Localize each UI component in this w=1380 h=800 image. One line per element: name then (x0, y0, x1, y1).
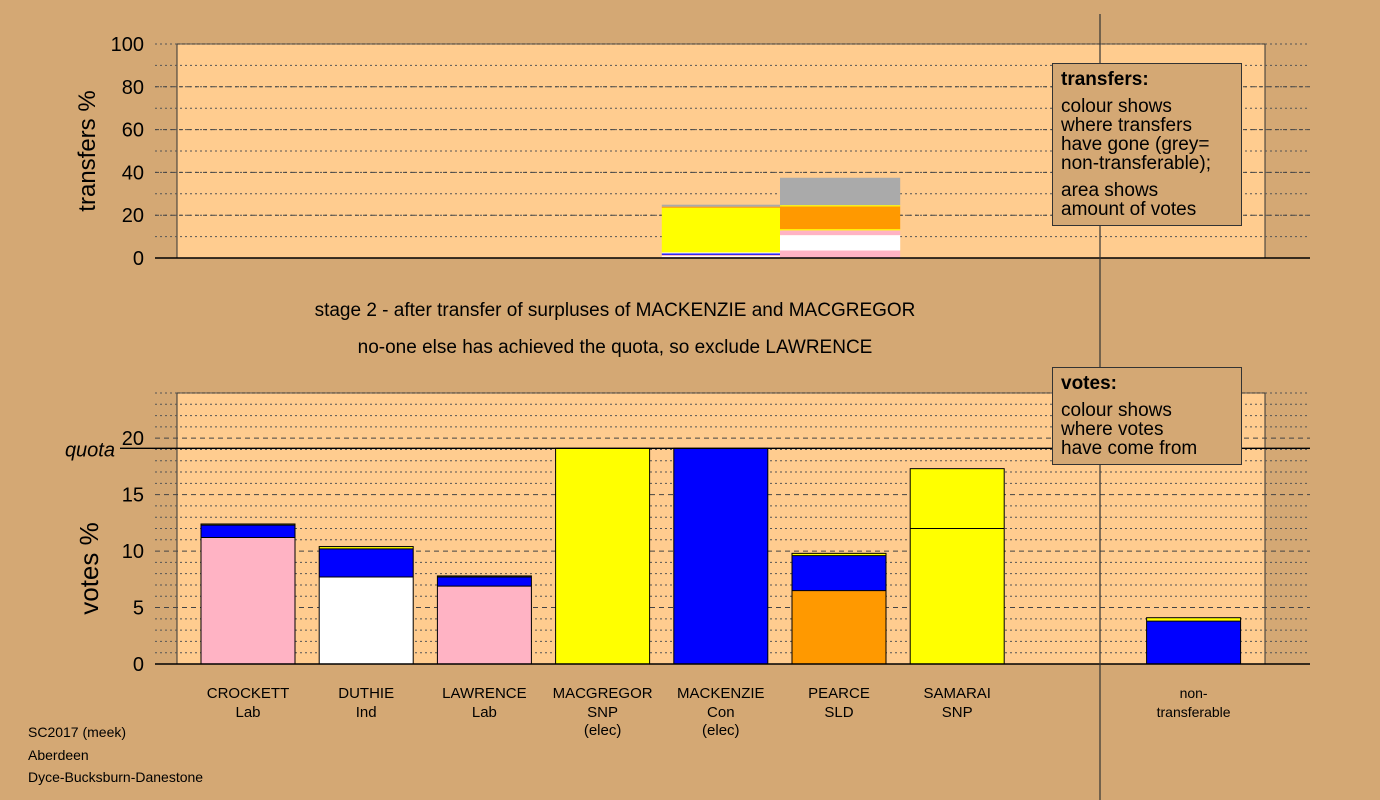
transfers-segment-macgregor-snp (661, 207, 782, 253)
transfers-legend-line: where transfers (1061, 115, 1192, 136)
votes-y-tick-label: 5 (133, 598, 144, 620)
transfers-legend-line: amount of votes (1061, 199, 1197, 220)
vote-segment-8-1-snp (1146, 617, 1241, 622)
candidate-party-label: Lab (472, 704, 497, 721)
transfers-axis: 0 20 40 60 80 100 transfers % (74, 34, 1310, 270)
quota-label: quota (65, 439, 115, 461)
transfers-legend-para-2: area shows amount of votes (1061, 181, 1233, 219)
vote-segment-4-0-con (673, 448, 768, 664)
votes-y-tick-label: 10 (122, 541, 144, 563)
candidate-name-label: SAMARAI (923, 685, 991, 702)
vote-segment-3-0-snp (555, 448, 650, 664)
candidate-party-label: SNP (587, 704, 618, 721)
vote-segment-6-1-snp (910, 468, 1005, 529)
vote-segment-0-1-con (201, 525, 295, 538)
votes-legend-line: have come from (1061, 438, 1198, 459)
transfers-segment-macgregor-sld (661, 206, 782, 208)
candidate-party-label: SLD (824, 704, 853, 721)
transfers-segment-mackenzie-lab (780, 250, 901, 258)
candidate-party-label: SNP (942, 704, 973, 721)
vote-segment-1-0-ind (319, 577, 414, 664)
transfers-legend-para-1: colour shows where transfers have gone (… (1061, 97, 1233, 173)
vote-segment-2-2-snp (437, 575, 532, 578)
candidate-name-label: non- (1180, 685, 1208, 701)
candidate-status-label: (elec) (584, 722, 622, 739)
transfers-legend-line: area shows (1061, 180, 1159, 201)
transfers-legend-line: colour shows (1061, 96, 1172, 117)
votes-y-tick-label: 20 (122, 428, 144, 450)
transfers-segment-mackenzie-snp (780, 229, 901, 231)
stage-description-line-1: stage 2 - after transfer of surpluses of… (314, 300, 916, 321)
transfers-segment-macgregor-lab (661, 254, 782, 256)
transfers-legend-title: transfers: (1061, 69, 1149, 90)
vote-segment-8-0-con (1146, 621, 1241, 664)
transfers-y-tick-label: 0 (133, 248, 144, 270)
candidate-name-label: MACGREGOR (553, 685, 653, 702)
transfers-y-tick-label: 40 (122, 162, 144, 184)
candidate-name-label: LAWRENCE (442, 685, 526, 702)
transfers-y-tick-label: 60 (122, 120, 144, 142)
footer-ward: Dyce-Bucksburn-Danestone (28, 769, 204, 785)
vote-segment-6-0-snp (910, 528, 1005, 664)
transfers-y-tick-label: 20 (122, 205, 144, 227)
votes-legend-line: colour shows (1061, 400, 1172, 421)
candidate-party-label: Con (707, 704, 735, 721)
transfers-segment-mackenzie-lab (780, 230, 901, 236)
candidate-name-label: DUTHIE (338, 685, 394, 702)
votes-axis: 0 5 10 15 20 quota votes % CROCKETT Lab DUTHIE Ind… (65, 428, 1310, 739)
votes-y-axis-label: votes % (74, 522, 104, 615)
candidate-party-label: transferable (1157, 704, 1231, 720)
candidate-name-label: MACKENZIE (677, 685, 765, 702)
footer-election: SC2017 (meek) (28, 724, 127, 740)
votes-legend: votes: colour shows where votes have com… (1052, 367, 1242, 465)
votes-legend-line: where votes (1061, 419, 1164, 440)
transfers-segment-macgregor-ind (661, 252, 782, 254)
stage-description-line-2: no-one else has achieved the quota, so e… (357, 337, 873, 358)
transfers-segment-mackenzie-ind (780, 235, 901, 251)
transfers-legend-line: non-transferable); (1061, 153, 1211, 174)
candidate-name-label: PEARCE (808, 685, 870, 702)
vote-segment-2-0-lab (437, 586, 532, 664)
transfers-segment-mackenzie-sld (780, 206, 901, 230)
vote-segment-5-1-con (792, 555, 886, 591)
vote-segment-5-2-snp (792, 553, 886, 556)
transfers-segment-mackenzie-nontransferable (780, 177, 901, 206)
candidate-party-label: Ind (356, 704, 377, 721)
transfers-legend-line: have gone (grey= (1061, 134, 1210, 155)
vote-segment-0-2-snp (201, 523, 295, 526)
transfers-segment-macgregor-nontransferable (661, 204, 782, 207)
transfers-segment-macgregor-con (661, 253, 782, 255)
transfers-legend: transfers: colour shows where transfers … (1052, 63, 1242, 226)
votes-y-tick-label: 15 (122, 485, 144, 507)
candidate-party-label: Lab (235, 704, 260, 721)
vote-segment-1-1-con (319, 548, 414, 578)
vote-segment-2-1-con (437, 577, 532, 587)
transfers-bars (661, 177, 901, 258)
vote-segment-0-0-lab (201, 537, 295, 664)
vote-segment-5-0-sld (792, 590, 886, 664)
votes-legend-para: colour shows where votes have come from (1061, 401, 1233, 458)
vote-segment-1-2-snp (319, 546, 414, 549)
votes-legend-title: votes: (1061, 373, 1117, 394)
transfers-y-axis-label: transfers % (74, 90, 101, 211)
candidate-name-label: CROCKETT (207, 685, 290, 702)
votes-y-tick-label: 0 (133, 654, 144, 676)
transfers-y-tick-label: 80 (122, 77, 144, 99)
candidate-status-label: (elec) (702, 722, 740, 739)
footer-council: Aberdeen (28, 747, 89, 763)
transfers-y-tick-label: 100 (111, 34, 144, 56)
transfers-segment-mackenzie-snp (780, 205, 901, 207)
transfers-segment-macgregor-ind (661, 255, 782, 257)
